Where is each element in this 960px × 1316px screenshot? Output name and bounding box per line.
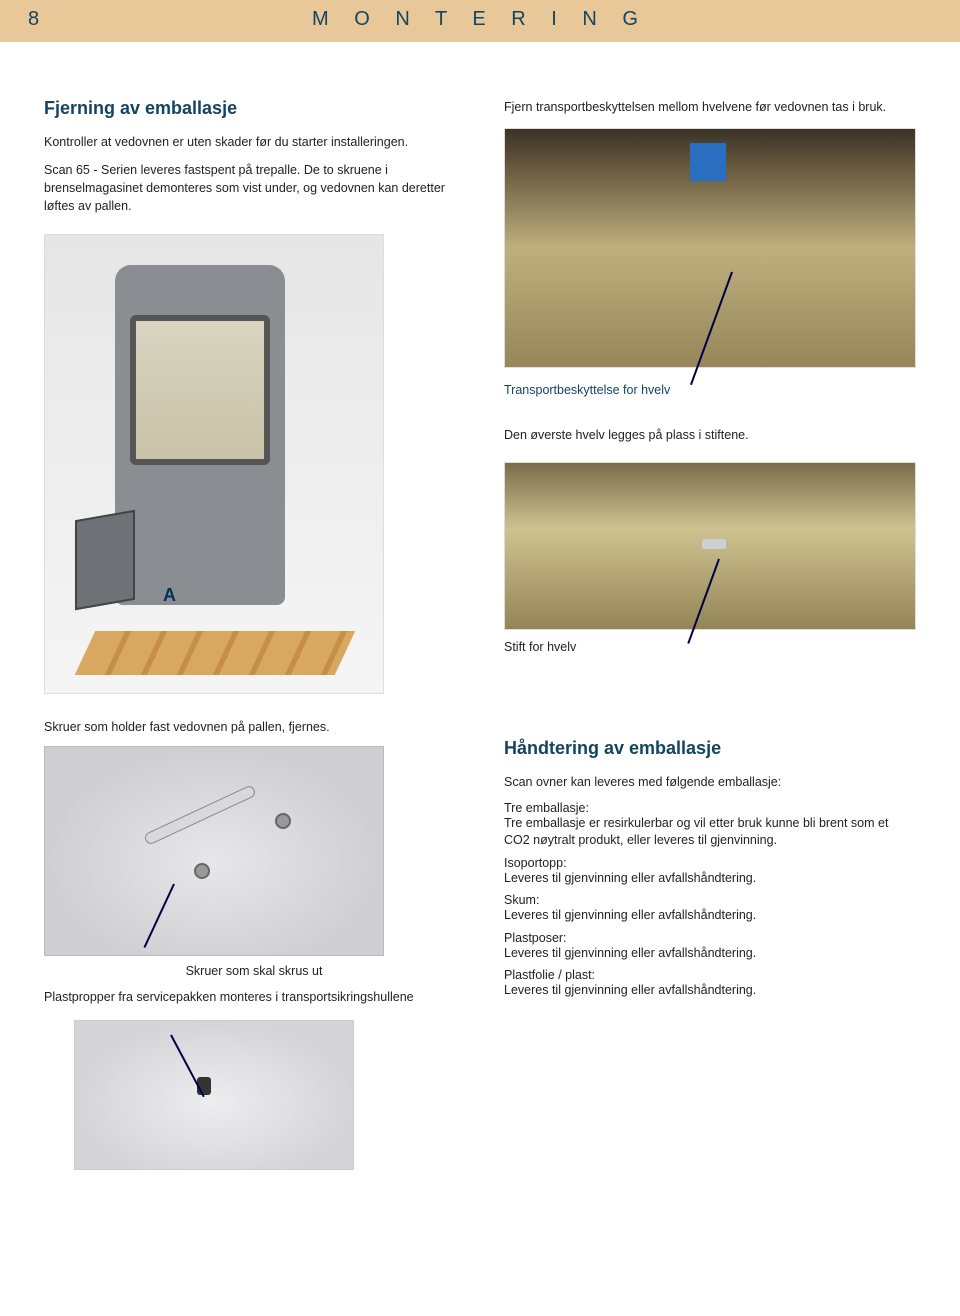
- figure-pin-for-vault: [504, 462, 916, 630]
- right-p1: Fjern transportbeskyttelsen mellom hvelv…: [504, 98, 916, 116]
- section-title-handling: Håndtering av emballasje: [504, 738, 916, 759]
- screws-heading: Skruer som holder fast vedovnen på palle…: [44, 720, 464, 734]
- screws-label: Skruer som skal skrus ut: [44, 964, 464, 978]
- figure-transport-protection: [504, 128, 916, 368]
- packaging-item: Plastfolie / plast:Leveres til gjenvinni…: [504, 968, 916, 1000]
- stove-door-shape: [75, 509, 135, 610]
- header-title: M O N T E R I N G: [312, 8, 648, 31]
- arrow-line: [687, 559, 720, 644]
- figure-stove-on-pallet: A: [44, 234, 384, 694]
- photo2-caption: Stift for hvelv: [504, 640, 916, 654]
- plugs-text: Plastpropper fra servicepakken monteres …: [44, 990, 464, 1004]
- packaging-item: Plastposer:Leveres til gjenvinning eller…: [504, 931, 916, 963]
- header-bar: 8 M O N T E R I N G: [0, 0, 960, 42]
- intro-p2: Scan 65 - Serien leveres fastspent på tr…: [44, 161, 464, 215]
- left-column: Fjerning av emballasje Kontroller at ved…: [44, 98, 464, 1170]
- arrow-line: [144, 883, 175, 947]
- packaging-body: Leveres til gjenvinning eller avfallshån…: [504, 870, 916, 888]
- packaging-item: Tre emballasje:Tre emballasje er resirku…: [504, 801, 916, 850]
- handling-intro: Scan ovner kan leveres med følgende emba…: [504, 773, 916, 791]
- right-column: Fjern transportbeskyttelsen mellom hvelv…: [504, 98, 916, 1170]
- packaging-term: Tre emballasje:: [504, 801, 916, 815]
- packaging-body: Tre emballasje er resirkulerbar og vil e…: [504, 815, 916, 850]
- section-title-remove-packaging: Fjerning av emballasje: [44, 98, 464, 119]
- packaging-body: Leveres til gjenvinning eller avfallshån…: [504, 982, 916, 1000]
- stove-label-a: A: [163, 585, 176, 606]
- intro-p1: Kontroller at vedovnen er uten skader fø…: [44, 133, 464, 151]
- right-p2: Den øverste hvelv legges på plass i stif…: [504, 426, 916, 444]
- packaging-term: Skum:: [504, 893, 916, 907]
- packaging-term: Plastfolie / plast:: [504, 968, 916, 982]
- arrow-line: [690, 272, 733, 385]
- packaging-body: Leveres til gjenvinning eller avfallshån…: [504, 907, 916, 925]
- arrow-line: [170, 1035, 205, 1098]
- blue-clip-shape: [690, 143, 726, 181]
- figure-screws: [44, 746, 384, 956]
- packaging-item: Isoportopp:Leveres til gjenvinning eller…: [504, 856, 916, 888]
- page-number: 8: [28, 8, 40, 31]
- figure-plugs: [74, 1020, 354, 1170]
- content: Fjerning av emballasje Kontroller at ved…: [0, 42, 960, 1170]
- stove-window-shape: [130, 315, 270, 465]
- packaging-definitions: Tre emballasje:Tre emballasje er resirku…: [504, 801, 916, 1000]
- packaging-body: Leveres til gjenvinning eller avfallshån…: [504, 945, 916, 963]
- packaging-term: Isoportopp:: [504, 856, 916, 870]
- wrench-shape: [143, 784, 257, 846]
- bolt-shape: [275, 813, 291, 829]
- bolt-shape: [194, 863, 210, 879]
- packaging-term: Plastposer:: [504, 931, 916, 945]
- photo1-caption: Transportbeskyttelse for hvelv: [504, 382, 916, 400]
- pin-shape: [702, 539, 726, 549]
- pallet-shape: [75, 631, 356, 675]
- packaging-item: Skum:Leveres til gjenvinning eller avfal…: [504, 893, 916, 925]
